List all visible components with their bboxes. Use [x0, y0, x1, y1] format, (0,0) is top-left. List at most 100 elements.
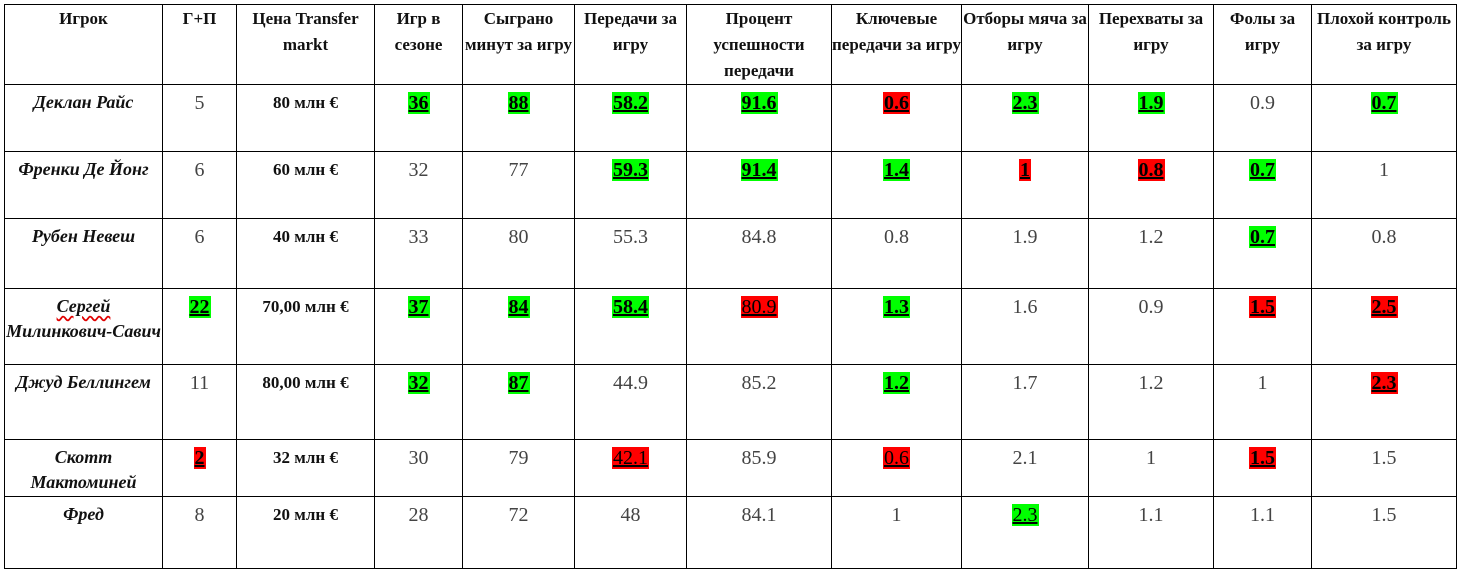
minutes-value: 80 — [508, 226, 529, 248]
player-name: Сергей Милинкович-Савич — [6, 296, 161, 341]
fouls-cell: 1 — [1213, 364, 1312, 440]
player-stats-table: Игрок Г+П Цена Transfer markt Игр в сезо… — [4, 4, 1457, 569]
fouls-value: 0.7 — [1249, 159, 1276, 181]
tackles-cell: 2.1 — [961, 439, 1089, 497]
transfer-price-value: 60 млн € — [273, 160, 338, 179]
fouls-cell: 1.1 — [1213, 496, 1312, 569]
bad-control-value: 1.5 — [1371, 447, 1397, 469]
pass-accuracy-value: 85.9 — [741, 447, 777, 469]
player-name-cell: Френки Де Йонг — [4, 151, 163, 219]
pass-accuracy-value: 85.2 — [741, 372, 777, 394]
passes-value: 58.4 — [612, 296, 649, 318]
player-name-cell: Рубен Невеш — [4, 218, 163, 289]
tackles-value: 1 — [1019, 159, 1031, 181]
header-transfer-price: Цена Transfer markt — [236, 4, 375, 85]
passes-cell: 44.9 — [574, 364, 687, 440]
fouls-value: 0.9 — [1250, 92, 1275, 114]
player-name-cell: Сергей Милинкович-Савич — [4, 288, 163, 365]
transfer-price-cell: 80,00 млн € — [236, 364, 375, 440]
games-value: 28 — [408, 504, 429, 526]
tackles-value: 1.9 — [1012, 226, 1038, 248]
fouls-cell: 0.9 — [1213, 84, 1312, 152]
interceptions-value: 1.1 — [1138, 504, 1164, 526]
table-row: Френки Де Йонг 6 60 млн € 32 77 59.3 91.4 1.4 1 0… — [4, 151, 1457, 219]
goals-assists-value: 8 — [194, 504, 205, 526]
goals-assists-cell: 8 — [162, 496, 237, 569]
games-cell: 30 — [374, 439, 463, 497]
transfer-price-cell: 60 млн € — [236, 151, 375, 219]
bad-control-value: 1 — [1379, 159, 1389, 181]
header-fouls: Фолы за игру — [1213, 4, 1312, 85]
interceptions-cell: 1.2 — [1088, 218, 1214, 289]
header-player: Игрок — [4, 4, 163, 85]
key-passes-value: 1.4 — [883, 159, 910, 181]
table-row: Фред 8 20 млн € 28 72 48 84.1 1 2.3 1.1 1.1 1.5 — [4, 496, 1457, 569]
key-passes-cell: 1.3 — [831, 288, 962, 365]
table-row: Сергей Милинкович-Савич 22 70,00 млн € 37 84… — [4, 288, 1457, 365]
key-passes-value: 1.2 — [883, 372, 910, 394]
pass-accuracy-cell: 85.9 — [686, 439, 832, 497]
passes-cell: 59.3 — [574, 151, 687, 219]
tackles-cell: 1.6 — [961, 288, 1089, 365]
transfer-price-value: 70,00 млн € — [262, 297, 349, 316]
transfer-price-value: 80 млн € — [273, 93, 338, 112]
pass-accuracy-value: 80.9 — [740, 296, 778, 318]
bad-control-cell: 1.5 — [1311, 496, 1457, 569]
tackles-cell: 1 — [961, 151, 1089, 219]
passes-value: 42.1 — [612, 447, 649, 469]
bad-control-value: 0.8 — [1371, 226, 1397, 248]
games-cell: 36 — [374, 84, 463, 152]
fouls-cell: 1.5 — [1213, 288, 1312, 365]
games-value: 32 — [407, 372, 430, 394]
header-bad-control: Плохой контроль за игру — [1311, 4, 1457, 85]
fouls-value: 1.1 — [1250, 504, 1275, 526]
bad-control-cell: 1 — [1311, 151, 1457, 219]
goals-assists-cell: 6 — [162, 218, 237, 289]
header-goals-assists: Г+П — [162, 4, 237, 85]
interceptions-cell: 1.1 — [1088, 496, 1214, 569]
passes-cell: 55.3 — [574, 218, 687, 289]
goals-assists-value: 2 — [193, 447, 206, 469]
pass-accuracy-cell: 85.2 — [686, 364, 832, 440]
table-row: Деклан Райс 5 80 млн € 36 88 58.2 91.6 0.6 2.3 1.… — [4, 84, 1457, 152]
interceptions-cell: 1.9 — [1088, 84, 1214, 152]
transfer-price-value: 32 млн € — [273, 448, 338, 467]
minutes-value: 77 — [508, 159, 529, 181]
fouls-value: 1.5 — [1249, 296, 1276, 318]
interceptions-cell: 0.9 — [1088, 288, 1214, 365]
header-row: Игрок Г+П Цена Transfer markt Игр в сезо… — [4, 4, 1457, 85]
key-passes-value: 0.8 — [884, 226, 909, 248]
interceptions-cell: 1.2 — [1088, 364, 1214, 440]
games-value: 33 — [408, 226, 429, 248]
header-interceptions: Перехваты за игру — [1088, 4, 1214, 85]
tackles-value: 2.1 — [1012, 447, 1038, 469]
goals-assists-value: 11 — [189, 372, 210, 394]
table-body: Деклан Райс 5 80 млн € 36 88 58.2 91.6 0.6 2.3 1.… — [4, 84, 1457, 569]
games-cell: 28 — [374, 496, 463, 569]
player-name: Френки Де Йонг — [18, 159, 149, 179]
transfer-price-cell: 32 млн € — [236, 439, 375, 497]
key-passes-value: 0.6 — [883, 447, 910, 469]
minutes-cell: 77 — [462, 151, 575, 219]
header-pass-accuracy: Процент успешности передачи — [686, 4, 832, 85]
minutes-value: 72 — [508, 504, 529, 526]
interceptions-value: 1.9 — [1137, 92, 1165, 114]
interceptions-cell: 1 — [1088, 439, 1214, 497]
goals-assists-value: 22 — [188, 296, 211, 318]
goals-assists-value: 6 — [194, 159, 205, 181]
pass-accuracy-cell: 91.4 — [686, 151, 832, 219]
passes-value: 48 — [620, 504, 641, 526]
passes-value: 59.3 — [612, 159, 649, 181]
minutes-value: 79 — [508, 447, 529, 469]
spellcheck-underline: Сергей — [56, 296, 111, 316]
player-name-cell: Скотт Мактоминей — [4, 439, 163, 497]
transfer-price-cell: 20 млн € — [236, 496, 375, 569]
tackles-value: 2.3 — [1011, 92, 1039, 114]
fouls-cell: 1.5 — [1213, 439, 1312, 497]
minutes-cell: 88 — [462, 84, 575, 152]
player-name-cell: Джуд Беллингем — [4, 364, 163, 440]
interceptions-value: 1.2 — [1138, 372, 1164, 394]
interceptions-cell: 0.8 — [1088, 151, 1214, 219]
games-cell: 37 — [374, 288, 463, 365]
minutes-value: 87 — [507, 372, 530, 394]
